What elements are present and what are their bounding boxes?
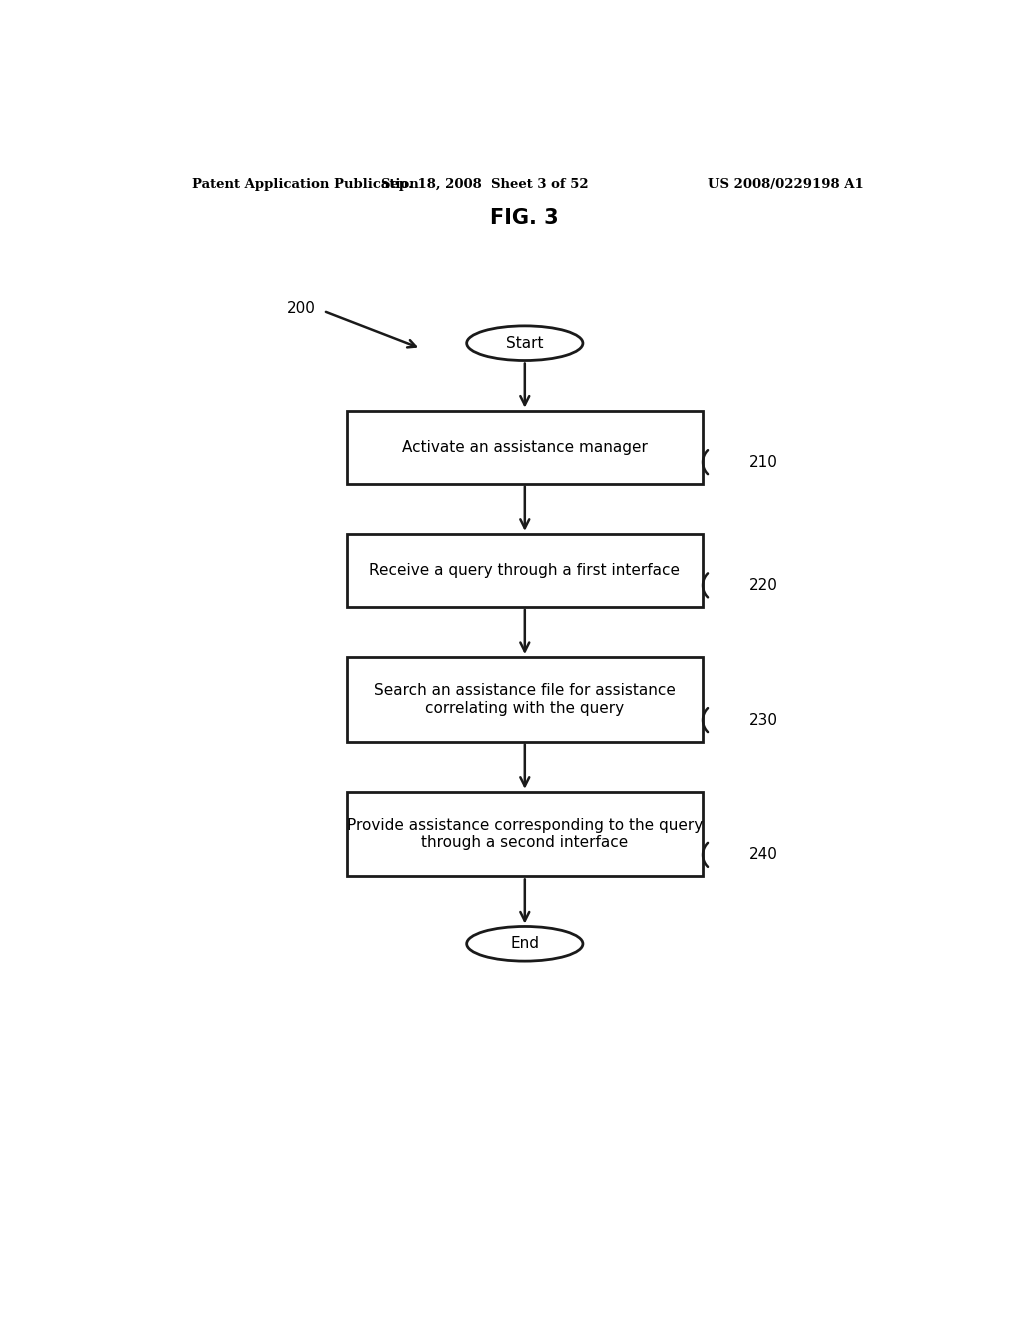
Bar [346, 657, 703, 742]
Ellipse shape [467, 927, 583, 961]
Text: End: End [510, 936, 540, 952]
Bar [346, 792, 703, 876]
Bar [346, 533, 703, 607]
Text: Activate an assistance manager: Activate an assistance manager [401, 440, 648, 454]
Text: 220: 220 [749, 578, 777, 593]
Text: FIG. 3: FIG. 3 [490, 209, 559, 228]
Text: 240: 240 [749, 847, 777, 862]
Text: Patent Application Publication: Patent Application Publication [191, 178, 418, 190]
Ellipse shape [467, 326, 583, 360]
Text: US 2008/0229198 A1: US 2008/0229198 A1 [709, 178, 864, 190]
Text: Start: Start [506, 335, 544, 351]
Text: Receive a query through a first interface: Receive a query through a first interfac… [370, 562, 680, 578]
Text: 230: 230 [749, 713, 778, 727]
Text: 200: 200 [287, 301, 315, 315]
Text: Search an assistance file for assistance
correlating with the query: Search an assistance file for assistance… [374, 684, 676, 715]
Bar [346, 411, 703, 483]
Text: 210: 210 [749, 454, 777, 470]
Text: Sep. 18, 2008  Sheet 3 of 52: Sep. 18, 2008 Sheet 3 of 52 [381, 178, 589, 190]
Text: Provide assistance corresponding to the query
through a second interface: Provide assistance corresponding to the … [347, 818, 702, 850]
